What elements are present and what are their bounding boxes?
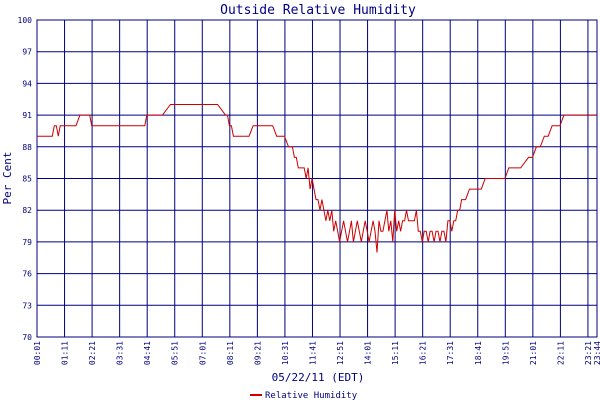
x-tick-label: 12:51 [336,341,345,365]
x-tick-label: 08:11 [226,341,235,365]
x-tick-label: 07:01 [198,341,207,365]
y-tick-label: 97 [22,48,32,57]
x-tick-label: 10:31 [281,341,290,365]
x-tick-label: 22:11 [556,341,565,365]
x-tick-label: 11:41 [308,341,317,365]
x-axis-ticks: 00:01 01:11 02:21 03:31 04:41 05:51 07:01 08:11… [33,341,600,365]
chart-title: Outside Relative Humidity [220,3,416,18]
x-tick-label: 09:21 [253,341,262,365]
x-tick-label: 17:31 [446,341,455,365]
x-tick-label: 14:01 [364,341,373,365]
x-tick-label: 15:11 [391,341,400,365]
x-axis-label: 05/22/11 (EDT) [272,371,365,384]
y-tick-label: 88 [22,143,32,152]
x-tick-label: 16:21 [419,341,428,365]
x-tick-label: 04:41 [143,341,152,365]
y-tick-label: 82 [22,206,32,215]
legend-label: Relative Humidity [265,391,358,400]
x-tick-label: 19:51 [501,341,510,365]
x-tick-label: 03:31 [116,341,125,365]
y-axis-label: Per Cent [1,152,14,205]
x-tick-label: 01:11 [61,341,70,365]
x-tick-label: 18:41 [474,341,483,365]
y-tick-label: 79 [22,238,32,247]
y-tick-label: 85 [22,175,32,184]
series-layer [37,104,597,253]
y-tick-label: 94 [22,79,32,88]
y-tick-label: 91 [22,111,32,120]
series-line-relative-humidity [37,104,597,253]
x-tick-label: 00:01 [33,341,42,365]
y-tick-label: 70 [22,333,32,342]
y-axis-ticks: 70 73 76 79 82 85 88 91 94 97 100 [18,16,33,342]
x-tick-label: 05:51 [171,341,180,365]
y-tick-label: 100 [18,16,33,25]
y-tick-label: 73 [22,301,32,310]
x-tick-label: 02:21 [88,341,97,365]
y-tick-label: 76 [22,270,32,279]
x-tick-label: 23:44 [593,341,600,365]
x-tick-label: 21:01 [529,341,538,365]
x-tick-label: 23:21 [584,341,593,365]
legend: Relative Humidity [250,391,358,400]
